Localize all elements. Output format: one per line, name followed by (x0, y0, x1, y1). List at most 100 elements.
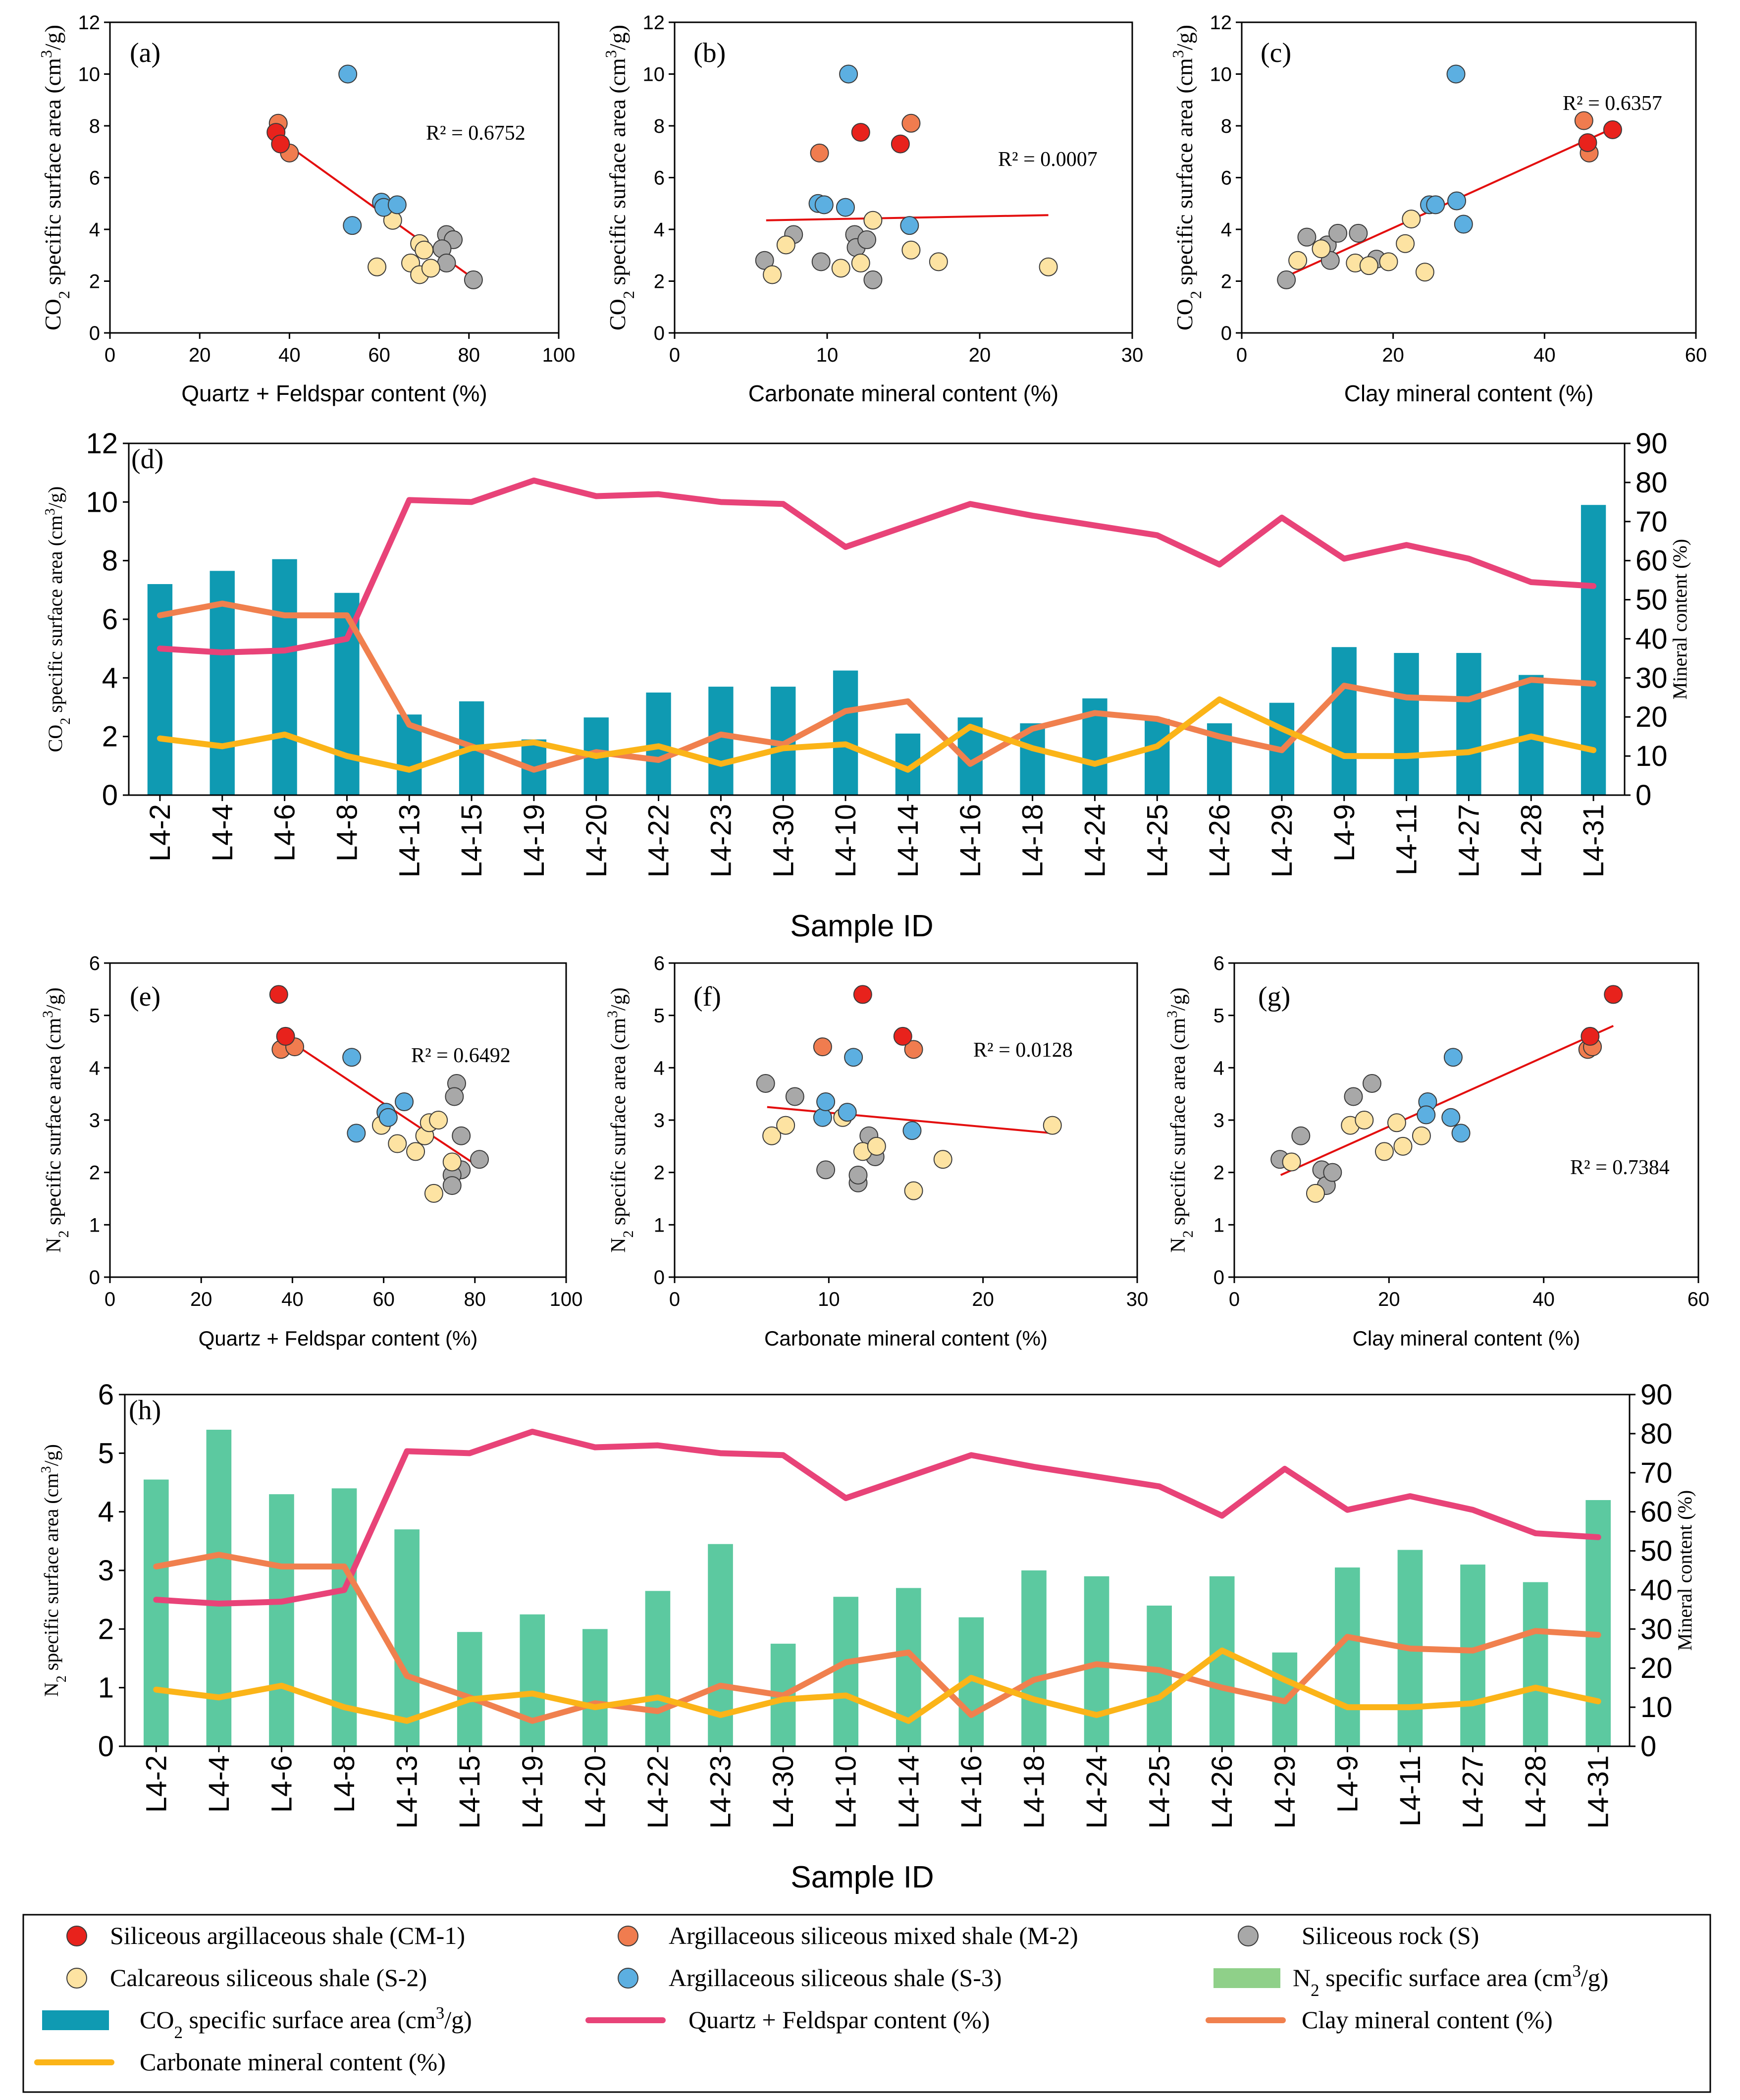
category-label: L4-27 (1453, 804, 1485, 877)
ylabel-pre: N (43, 1238, 65, 1252)
x-axis-label: Clay mineral content (%) (1353, 1327, 1581, 1350)
data-point-s (756, 1074, 775, 1093)
legend-label-main: Carbonate mineral content (%) (140, 2048, 446, 2076)
series-line-clay_line (153, 1552, 1601, 1724)
data-point-s3 (1443, 1048, 1463, 1067)
scatter-panel-5: 0 10 20 30 0 1 2 3 4 5 6 Carbonate mineral content … (605, 953, 1148, 1350)
ylabel-sub: 2 (621, 1231, 636, 1238)
legend-marker-dot (66, 1926, 87, 1946)
y-tick-label: 4 (654, 219, 665, 241)
ylabel-sup: 3 (43, 508, 58, 515)
x-axis-label: Clay mineral content (%) (1344, 380, 1594, 406)
legend-label: Siliceous rock (S) (1302, 1922, 1479, 1949)
category-label: L4-2 (140, 1755, 172, 1813)
x-tick-label: 20 (189, 344, 211, 366)
category-label: L4-20 (580, 804, 613, 877)
x-tick-label: 20 (969, 344, 991, 366)
ylabel-post: specific surface area (cm (1172, 58, 1197, 291)
panel-label: (d) (131, 444, 163, 475)
data-point-m2 (901, 113, 921, 133)
x-tick-label: 60 (372, 1289, 395, 1310)
bar (1456, 653, 1481, 795)
data-point-s (452, 1126, 471, 1145)
legend-label-end: /g) (444, 2006, 472, 2034)
y-tick-label: 6 (654, 953, 665, 974)
r-squared-label: R² = 0.6752 (426, 122, 526, 145)
ylabel-sup: 3 (39, 1466, 54, 1473)
data-point-s3 (1454, 215, 1473, 234)
y-tick-label: 1 (89, 1214, 100, 1236)
legend-label-main: specific surface area (cm (1319, 1964, 1573, 1992)
r-squared-label: R² = 0.6357 (1563, 92, 1662, 115)
y2-tick-label: 10 (1640, 1691, 1673, 1723)
y-tick-label: 4 (654, 1057, 665, 1079)
y-tick-label: 2 (1213, 1162, 1224, 1184)
data-point-s2 (851, 253, 870, 272)
r-squared-label: R² = 0.0128 (973, 1039, 1073, 1062)
y-tick-label: 2 (89, 1162, 100, 1184)
data-point-s2 (863, 211, 883, 230)
data-point-s (470, 1150, 489, 1169)
y2-tick-label: 20 (1635, 701, 1668, 733)
x-tick-label: 20 (972, 1289, 994, 1310)
category-label: L4-13 (393, 804, 425, 877)
bar-panel-3: 0 2 4 6 8 10 12 0 10 20 30 40 50 60 70 80 90 L4-2 L4-4 L4-6… (43, 428, 1691, 943)
x-tick-label: 0 (669, 344, 680, 366)
x-tick-label: 40 (1533, 344, 1556, 366)
x-tick-label: 100 (542, 344, 576, 366)
data-point-s2 (1288, 251, 1308, 270)
bar (1585, 1500, 1611, 1746)
y2-tick-label: 40 (1640, 1574, 1673, 1606)
ylabel-sub: 2 (620, 291, 637, 299)
y-tick-label: 10 (86, 486, 118, 518)
data-point-s3 (1447, 191, 1467, 211)
x-tick-label: 80 (458, 344, 480, 366)
data-point-s3 (902, 1121, 922, 1140)
series-line-quartz_line (153, 1428, 1601, 1607)
legend-label-main: Clay mineral content (%) (1302, 2006, 1553, 2034)
panel-label: (e) (130, 981, 160, 1012)
category-label: L4-14 (892, 804, 924, 877)
y-tick-label: 8 (89, 115, 100, 137)
y-tick-label: 2 (654, 1162, 665, 1184)
r-squared-label: R² = 0.6492 (411, 1044, 511, 1067)
ylabel-post: specific surface area (cm (1167, 1018, 1190, 1230)
data-point-s3 (395, 1092, 414, 1112)
data-point-s2 (1379, 252, 1398, 271)
y-axis-label: CO2 specific surface area (cm3/g) (37, 25, 73, 330)
x-tick-label: 0 (105, 344, 115, 366)
y-tick-label: 8 (102, 545, 118, 577)
data-point-s3 (1451, 1124, 1471, 1143)
series-line-carb_line (153, 1647, 1601, 1724)
x-tick-label: 30 (1121, 344, 1144, 366)
ylabel-end: /g) (607, 987, 630, 1011)
ylabel-end: /g) (43, 987, 65, 1011)
data-point-s (442, 1176, 462, 1195)
ylabel-sub: 2 (55, 291, 73, 299)
category-label: L4-22 (642, 1755, 674, 1829)
category-label: L4-23 (705, 804, 737, 877)
y-axis-label: CO2 specific surface area (cm3/g) (43, 486, 73, 753)
bar (1145, 719, 1170, 795)
series-line-carb_line (157, 696, 1597, 773)
data-point-m2 (904, 1040, 923, 1059)
data-point-s3 (813, 1108, 832, 1127)
legend-label-sub: 2 (174, 2023, 183, 2042)
y-tick-label: 0 (654, 323, 665, 344)
y-tick-label: 12 (1210, 12, 1232, 34)
data-point-s2 (933, 1150, 952, 1169)
x-tick-label: 60 (1685, 344, 1707, 366)
y2-tick-label: 50 (1640, 1535, 1673, 1567)
y2-tick-label: 60 (1640, 1496, 1673, 1528)
scatter-panel-1: 0 10 20 30 0 2 4 6 8 10 12 Carbonate mineral conten… (602, 12, 1143, 406)
category-label: L4-9 (1328, 804, 1361, 862)
ylabel-pre: CO (605, 299, 630, 330)
legend-label-main: Quartz + Feldspar content (%) (688, 2006, 990, 2034)
y-axis-label: CO2 specific surface area (cm3/g) (602, 25, 637, 330)
ylabel-pre: CO (40, 299, 65, 330)
legend-label-main: Siliceous argillaceous shale (CM-1) (110, 1922, 465, 1949)
bar (833, 1597, 859, 1746)
ylabel-sub: 2 (56, 1231, 72, 1238)
data-point-s3 (1426, 195, 1445, 215)
